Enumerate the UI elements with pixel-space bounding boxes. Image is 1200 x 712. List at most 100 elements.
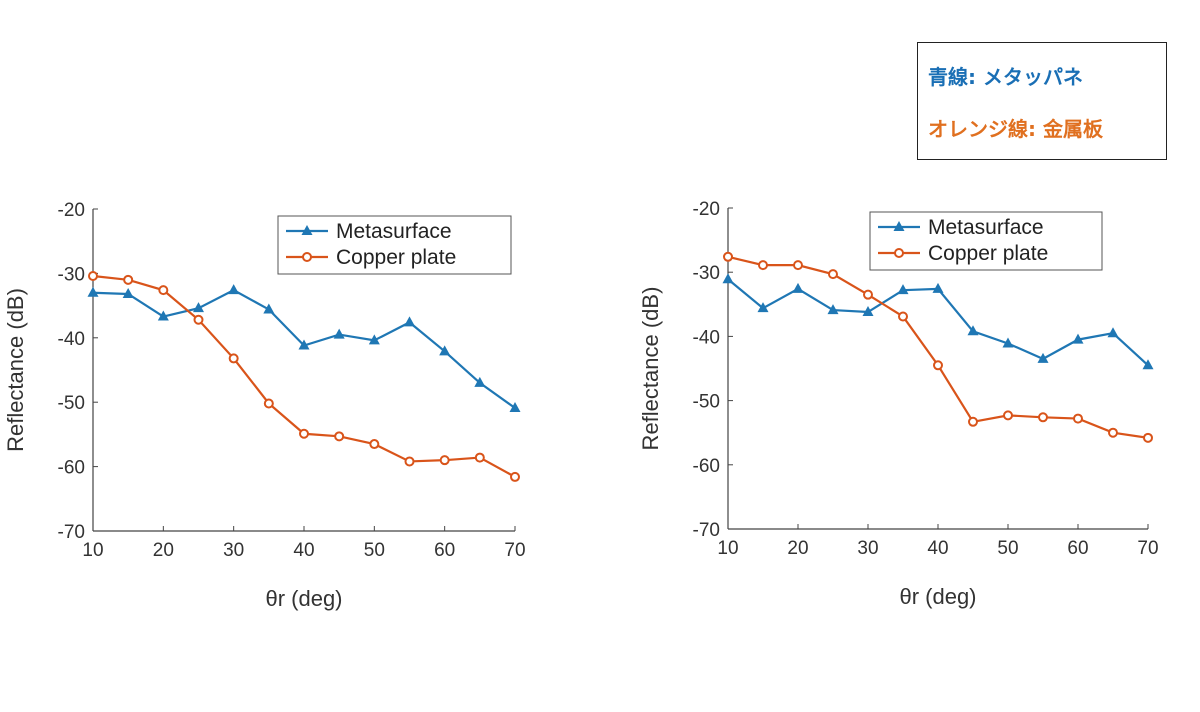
- x-tick-label: 50: [364, 540, 385, 561]
- data-point-copper-plate: [1038, 412, 1048, 423]
- data-point-metasurface: [1107, 327, 1119, 338]
- data-point-metasurface: [474, 376, 486, 387]
- y-tick-label: -20: [693, 199, 720, 220]
- data-point-copper-plate: [404, 456, 415, 467]
- data-point-metasurface: [509, 401, 521, 412]
- data-point-metasurface: [439, 345, 451, 356]
- legend-frame: [869, 211, 1103, 271]
- y-axis-label: Reflectance (dB): [638, 287, 663, 451]
- data-point-copper-plate: [828, 269, 838, 280]
- data-point-copper-plate: [123, 274, 134, 285]
- data-point-copper-plate: [1003, 410, 1013, 421]
- data-point-metasurface: [157, 310, 169, 321]
- x-tick-label: 70: [1137, 538, 1158, 559]
- data-point-metasurface: [1142, 359, 1154, 370]
- data-point-copper-plate: [968, 416, 978, 427]
- data-point-metasurface: [757, 302, 769, 313]
- data-point-copper-plate: [158, 285, 169, 296]
- data-point-copper-plate: [193, 314, 204, 325]
- data-point-metasurface: [1002, 337, 1014, 348]
- data-point-copper-plate: [439, 455, 450, 466]
- data-point-copper-plate: [510, 471, 520, 482]
- y-tick-label: -50: [58, 393, 85, 414]
- data-point-metasurface: [193, 302, 204, 313]
- data-point-copper-plate: [793, 260, 803, 271]
- x-tick-label: 40: [293, 540, 314, 561]
- y-tick-label: -50: [693, 392, 720, 413]
- legend-note-box: 青線: メタッパネ オレンジ線: 金属板: [917, 42, 1167, 160]
- data-point-metasurface: [333, 328, 345, 339]
- y-tick-label: -40: [58, 329, 85, 350]
- data-point-copper-plate: [898, 311, 908, 322]
- data-point-copper-plate: [299, 428, 309, 439]
- data-point-copper-plate: [88, 270, 98, 281]
- note-line-blue: 青線: メタッパネ: [928, 65, 1083, 89]
- data-point-metasurface: [897, 284, 909, 295]
- legend-label: Metasurface: [928, 216, 1044, 239]
- y-tick-label: -60: [58, 458, 85, 479]
- x-tick-label: 50: [997, 538, 1018, 559]
- data-point-copper-plate: [1108, 427, 1118, 438]
- x-tick-label: 30: [857, 538, 878, 559]
- legend-frame: [277, 215, 512, 275]
- data-point-metasurface: [862, 306, 874, 317]
- legend-label: Copper plate: [336, 246, 456, 269]
- data-point-copper-plate: [1073, 413, 1083, 424]
- data-point-copper-plate: [1143, 432, 1153, 443]
- data-point-copper-plate: [863, 289, 873, 300]
- y-tick-label: -60: [693, 456, 720, 477]
- y-tick-label: -30: [693, 263, 720, 284]
- data-point-copper-plate: [758, 260, 768, 271]
- x-axis-label: θr (deg): [899, 584, 976, 609]
- x-tick-label: 60: [434, 540, 455, 561]
- x-tick-label: 10: [717, 538, 738, 559]
- data-point-copper-plate: [228, 353, 239, 364]
- x-tick-label: 30: [223, 540, 244, 561]
- data-point-metasurface: [87, 286, 99, 297]
- y-tick-label: -70: [58, 522, 85, 543]
- data-point-metasurface: [298, 339, 310, 350]
- data-point-metasurface: [792, 282, 804, 293]
- x-tick-label: 20: [153, 540, 174, 561]
- y-tick-label: -20: [58, 200, 85, 221]
- y-axis-label: Reflectance (dB): [3, 288, 28, 452]
- data-point-metasurface: [263, 303, 275, 314]
- data-point-metasurface: [1072, 333, 1084, 344]
- chart-legend: Metasurface Copper plate: [277, 215, 512, 275]
- y-tick-label: -30: [58, 264, 85, 285]
- x-tick-label: 70: [504, 540, 525, 561]
- series-line-copper-plate: [92, 274, 516, 478]
- legend-marker-triangle: [301, 225, 313, 235]
- data-point-metasurface: [228, 284, 240, 295]
- x-axis-label: θr (deg): [265, 586, 342, 611]
- y-tick-label: -40: [693, 327, 720, 348]
- x-tick-label: 60: [1067, 538, 1088, 559]
- legend-marker-circle: [894, 248, 904, 258]
- data-point-metasurface: [404, 316, 415, 327]
- data-point-copper-plate: [723, 251, 733, 262]
- data-point-copper-plate: [933, 360, 943, 371]
- data-point-metasurface: [967, 325, 979, 336]
- legend-label: Metasurface: [336, 220, 452, 243]
- data-point-copper-plate: [263, 398, 274, 409]
- data-point-metasurface: [368, 334, 380, 345]
- data-point-metasurface: [1037, 352, 1049, 363]
- note-line-orange: オレンジ線: 金属板: [928, 117, 1103, 141]
- x-tick-label: 10: [82, 540, 103, 561]
- data-point-copper-plate: [334, 431, 345, 442]
- data-point-copper-plate: [369, 439, 380, 450]
- chart-legend: Metasurface Copper plate: [869, 211, 1103, 271]
- x-tick-label: 20: [787, 538, 808, 559]
- data-point-metasurface: [722, 273, 734, 284]
- legend-marker-triangle: [893, 221, 905, 231]
- data-point-metasurface: [122, 288, 134, 299]
- data-point-copper-plate: [474, 452, 485, 463]
- legend-marker-circle: [302, 252, 312, 262]
- legend-label: Copper plate: [928, 242, 1048, 265]
- y-tick-label: -70: [693, 520, 720, 541]
- data-point-metasurface: [932, 282, 944, 293]
- data-point-metasurface: [827, 304, 839, 315]
